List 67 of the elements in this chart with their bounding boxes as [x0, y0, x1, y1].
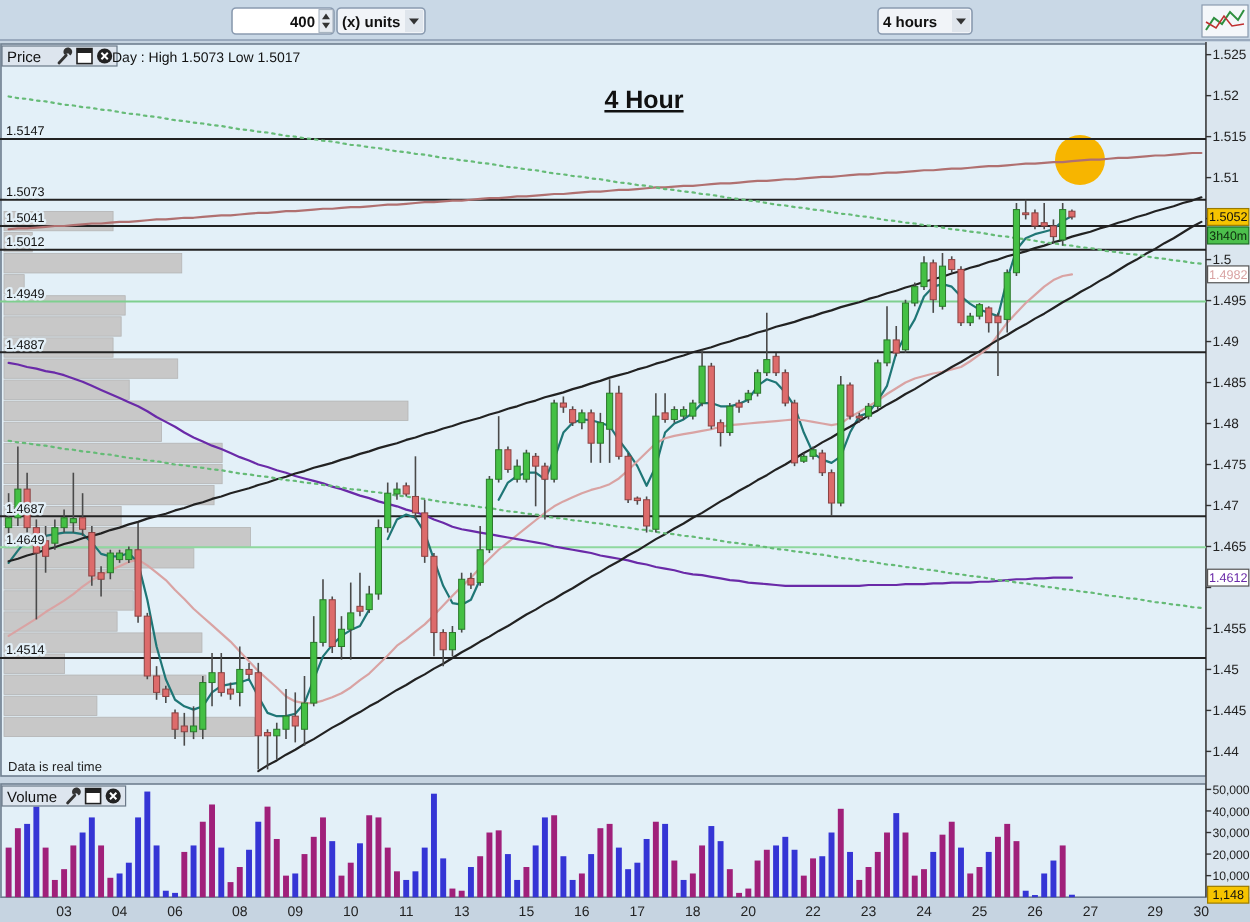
bar: [218, 847, 225, 898]
bar: [366, 815, 373, 898]
bar: [467, 867, 474, 898]
bar: [1059, 845, 1066, 898]
bar: [717, 841, 724, 898]
candlestick: [79, 492, 87, 537]
bar: [893, 813, 900, 898]
bar: [88, 817, 95, 898]
candlestick: [1059, 202, 1067, 247]
bar: [551, 815, 558, 898]
bar: [819, 856, 826, 898]
bar: [347, 862, 354, 898]
candlestick: [938, 252, 947, 311]
bar: [643, 838, 650, 898]
line-series: [7, 361, 1074, 587]
bar: [236, 867, 243, 898]
candlestick: [892, 325, 900, 358]
bar: [773, 845, 780, 898]
bar: [357, 843, 363, 898]
candlestick: [328, 595, 336, 654]
bar: [292, 873, 299, 898]
bar: [791, 849, 798, 898]
bar: [560, 856, 567, 898]
bar: [930, 851, 937, 898]
candlestick: [726, 402, 734, 437]
candlestick: [236, 645, 244, 708]
candlestick: [587, 408, 595, 464]
bar: [541, 817, 548, 898]
bar: [847, 851, 853, 898]
bar: [948, 821, 955, 898]
bar: [449, 888, 456, 898]
candlestick: [578, 408, 586, 431]
bar: [837, 808, 844, 898]
bar: [329, 841, 336, 898]
candlestick: [504, 445, 512, 474]
bar: [14, 828, 21, 898]
bar: [958, 847, 964, 898]
bar: [985, 851, 992, 898]
candlestick: [291, 691, 299, 744]
bar: [190, 845, 197, 898]
line-series: [7, 439, 1203, 610]
candlestick: [661, 392, 669, 424]
candlestick: [337, 615, 346, 661]
bar: [680, 879, 687, 898]
bar: [967, 873, 974, 898]
bar: [856, 879, 863, 898]
bar: [569, 879, 576, 898]
bar: [763, 849, 770, 898]
bar: [708, 826, 715, 898]
bar: [652, 821, 659, 898]
bar: [403, 879, 410, 898]
bar: [588, 854, 595, 898]
candlestick: [448, 625, 456, 658]
bar: [523, 867, 530, 898]
bar: [662, 823, 669, 898]
candlestick: [929, 258, 937, 314]
bar: [495, 830, 502, 898]
bar: [458, 890, 465, 898]
bar: [181, 851, 188, 898]
candlestick: [356, 571, 364, 617]
bar: [597, 828, 604, 898]
candlestick: [569, 405, 577, 427]
bar: [98, 845, 105, 898]
bar: [578, 873, 585, 898]
text: 4 Hour: [604, 86, 684, 114]
bar: [606, 823, 613, 898]
bar: [671, 860, 678, 898]
